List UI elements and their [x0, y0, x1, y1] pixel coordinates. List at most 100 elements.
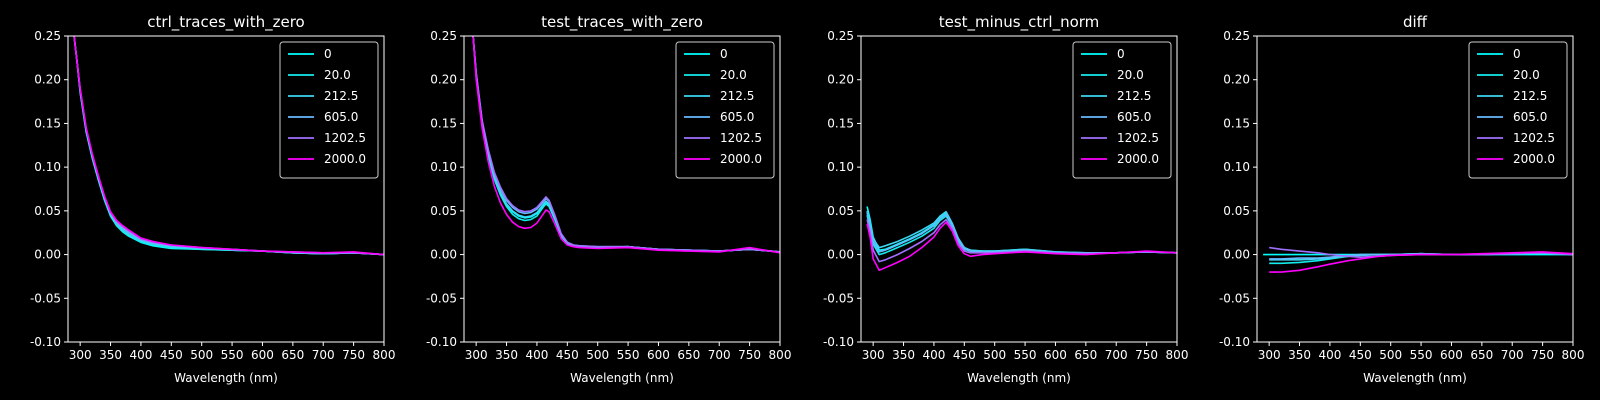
x-tick-label: 300 [465, 348, 488, 362]
x-tick-label: 350 [99, 348, 122, 362]
legend-entry: 1202.5 [720, 131, 762, 145]
y-tick-label: -0.10 [823, 335, 854, 349]
x-tick-label: 500 [190, 348, 213, 362]
plot-frame [67, 35, 385, 343]
series-lines [866, 206, 1177, 272]
legend-entry: 2000.0 [324, 152, 366, 166]
x-tick-label: 750 [1135, 348, 1158, 362]
y-tick-label: 0.00 [430, 248, 457, 262]
chart-title: ctrl_traces_with_zero [147, 13, 304, 32]
legend-entry: 0 [720, 47, 728, 61]
x-tick-label: 800 [1562, 348, 1585, 362]
legend-entry: 212.5 [1513, 89, 1547, 103]
series-line-5 [866, 221, 1177, 272]
x-tick-label: 350 [495, 348, 518, 362]
x-tick-label: 450 [160, 348, 183, 362]
x-tick-label: 800 [769, 348, 792, 362]
legend-entry: 0 [1513, 47, 1521, 61]
legend-entry: 20.0 [720, 68, 747, 82]
x-tick-label: 450 [1349, 348, 1372, 362]
legend: 0 20.0 212.5 605.0 1202.5 2000.0 [1072, 41, 1172, 179]
legend-entry: 605.0 [324, 110, 358, 124]
legend-entry: 605.0 [1117, 110, 1151, 124]
x-tick-label: 750 [738, 348, 761, 362]
y-tick-label: 0.20 [827, 73, 854, 87]
y-tick-label: -0.05 [823, 291, 854, 305]
y-tick-label: 0.25 [1223, 29, 1250, 43]
x-tick-label: 700 [312, 348, 335, 362]
x-tick-label: 650 [1470, 348, 1493, 362]
x-tick-label: 750 [1531, 348, 1554, 362]
y-tick-label: 0.15 [34, 116, 61, 130]
x-tick-label: 400 [1318, 348, 1341, 362]
legend-entry: 212.5 [1117, 89, 1151, 103]
y-tick-label: 0.25 [827, 29, 854, 43]
y-tick-label: 0.05 [430, 204, 457, 218]
chart-title: diff [1403, 13, 1428, 31]
chart-title: test_minus_ctrl_norm [939, 13, 1100, 32]
y-tick-label: 0.05 [827, 204, 854, 218]
x-tick-label: 500 [1379, 348, 1402, 362]
legend-entry: 20.0 [1513, 68, 1540, 82]
legend-entry: 20.0 [324, 68, 351, 82]
x-tick-label: 700 [1105, 348, 1128, 362]
series-line-4 [866, 218, 1177, 263]
y-tick-label: 0.10 [827, 160, 854, 174]
legend-entry: 605.0 [1513, 110, 1547, 124]
y-tick-label: 0.00 [1223, 248, 1250, 262]
legend-box [675, 41, 775, 179]
x-tick-label: 550 [1410, 348, 1433, 362]
x-tick-label: 450 [953, 348, 976, 362]
chart-panel-test-traces: test_traces_with_zero Wavelength (nm) 30… [426, 13, 792, 385]
legend: 0 20.0 212.5 605.0 1202.5 2000.0 [1468, 41, 1568, 179]
legend: 0 20.0 212.5 605.0 1202.5 2000.0 [279, 41, 379, 179]
y-tick-label: 0.20 [430, 73, 457, 87]
legend-entry: 1202.5 [324, 131, 366, 145]
x-tick-label: 550 [1014, 348, 1037, 362]
y-tick-label: 0.05 [1223, 204, 1250, 218]
x-tick-label: 550 [221, 348, 244, 362]
x-tick-label: 300 [69, 348, 92, 362]
x-tick-label: 650 [1074, 348, 1097, 362]
legend-entry: 0 [324, 47, 332, 61]
legend-entry: 1202.5 [1117, 131, 1159, 145]
series-lines [73, 36, 384, 256]
chart-panel-ctrl-traces: ctrl_traces_with_zero Wavelength (nm) 30… [30, 13, 396, 385]
plot-frame [1256, 35, 1574, 343]
series-line-4 [472, 36, 780, 253]
y-tick-label: 0.15 [430, 116, 457, 130]
y-tick-label: 0.25 [34, 29, 61, 43]
y-tick-label: 0.15 [1223, 116, 1250, 130]
x-tick-label: 400 [525, 348, 548, 362]
y-tick-label: 0.10 [1223, 160, 1250, 174]
chart-panel-test-minus-ctrl: test_minus_ctrl_norm Wavelength (nm) 300… [823, 13, 1189, 385]
legend-entry: 1202.5 [1513, 131, 1555, 145]
x-tick-label: 700 [1501, 348, 1524, 362]
x-tick-label: 600 [647, 348, 670, 362]
y-tick-label: 0.10 [430, 160, 457, 174]
x-tick-label: 500 [586, 348, 609, 362]
x-tick-label: 600 [251, 348, 274, 362]
x-tick-label: 750 [342, 348, 365, 362]
y-tick-label: 0.15 [827, 116, 854, 130]
y-tick-label: -0.05 [426, 291, 457, 305]
y-tick-label: 0.05 [34, 204, 61, 218]
legend-entry: 2000.0 [720, 152, 762, 166]
y-tick-label: -0.05 [1219, 291, 1250, 305]
x-tick-label: 500 [983, 348, 1006, 362]
x-tick-label: 550 [617, 348, 640, 362]
x-axis-label: Wavelength (nm) [1363, 371, 1467, 385]
legend: 0 20.0 212.5 605.0 1202.5 2000.0 [675, 41, 775, 179]
x-tick-label: 800 [1166, 348, 1189, 362]
x-tick-label: 300 [1258, 348, 1281, 362]
y-tick-label: -0.10 [30, 335, 61, 349]
x-tick-label: 400 [922, 348, 945, 362]
series-lines [472, 36, 780, 254]
series-lines [1263, 246, 1573, 273]
x-tick-label: 650 [281, 348, 304, 362]
y-tick-label: 0.20 [1223, 73, 1250, 87]
x-tick-label: 800 [373, 348, 396, 362]
legend-box [1072, 41, 1172, 179]
y-tick-label: 0.10 [34, 160, 61, 174]
